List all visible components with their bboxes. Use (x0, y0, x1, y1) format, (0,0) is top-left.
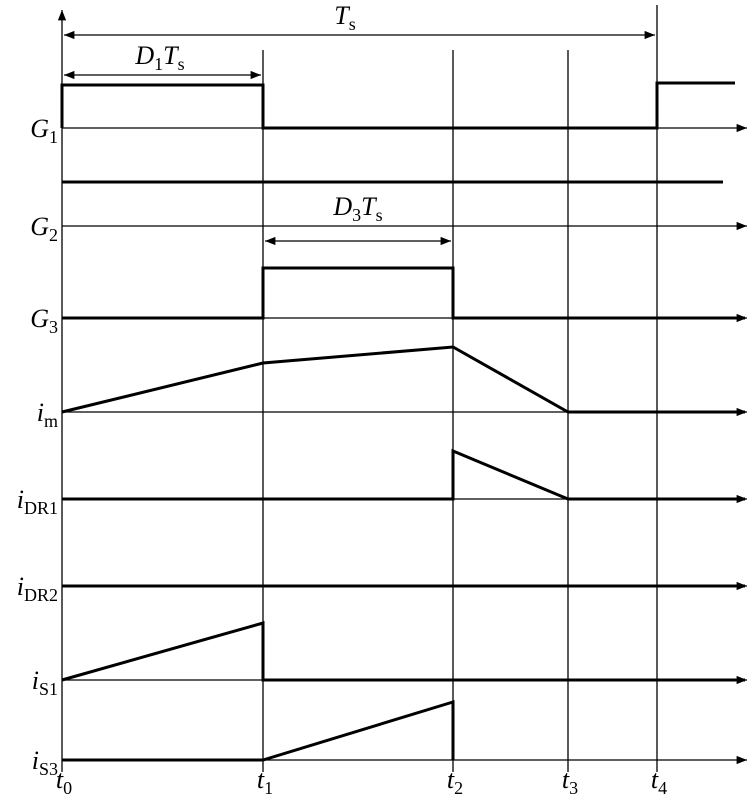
time-label: t3 (562, 765, 578, 797)
g1-wave (60, 81, 735, 130)
signal-sub: 1 (49, 127, 58, 147)
time-label: t1 (257, 765, 273, 797)
signal-label: iDR1 (17, 485, 58, 518)
time-sub: 1 (264, 778, 273, 797)
is1-wave (61, 621, 745, 682)
signal-label: G2 (30, 212, 58, 245)
idr1-wave (62, 448, 745, 501)
time-sub: 2 (454, 778, 463, 797)
signal-label: G1 (30, 114, 58, 147)
signal-label: iS1 (32, 666, 58, 699)
time-label: t0 (56, 765, 72, 797)
signal-name: i (17, 572, 24, 601)
signal-label: im (37, 398, 58, 431)
d1-label: D1Ts (134, 41, 184, 74)
time-sub: 4 (658, 778, 667, 797)
signal-sub: S3 (39, 759, 58, 779)
signal-sub: S1 (39, 679, 58, 699)
signal-sub: 2 (49, 225, 58, 245)
period-label: Ts (334, 1, 355, 34)
im-wave (61, 345, 745, 414)
signal-name: G (30, 304, 49, 333)
signal-sub: DR2 (24, 585, 58, 605)
time-name: t (651, 765, 659, 794)
time-name: t (257, 765, 265, 794)
signal-name: G (30, 114, 49, 143)
signal-sub: 3 (49, 317, 58, 337)
signal-name: i (17, 485, 24, 514)
is3-wave (62, 699, 455, 762)
signal-label: iDR2 (17, 572, 58, 605)
time-label: t2 (447, 765, 463, 797)
signal-sub: m (44, 411, 58, 431)
time-name: t (447, 765, 455, 794)
time-label: t4 (651, 765, 667, 797)
signal-name: i (37, 398, 44, 427)
time-name: t (562, 765, 570, 794)
time-sub: 0 (63, 778, 72, 797)
signal-name: G (30, 212, 49, 241)
signal-name: i (32, 746, 39, 775)
time-sub: 3 (569, 778, 578, 797)
g3-wave (62, 266, 745, 320)
signal-sub: DR1 (24, 498, 58, 518)
signal-name: i (32, 666, 39, 695)
time-name: t (56, 765, 64, 794)
signal-label: G3 (30, 304, 58, 337)
signal-label: iS3 (32, 746, 58, 779)
d3-label: D3Ts (332, 192, 382, 225)
